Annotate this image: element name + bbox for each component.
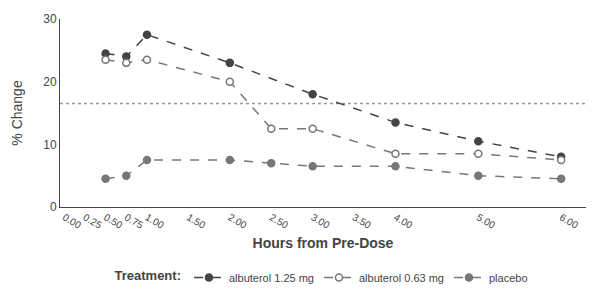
svg-text:Treatment:: Treatment: bbox=[115, 268, 181, 283]
svg-text:6.00: 6.00 bbox=[558, 212, 581, 231]
svg-text:10: 10 bbox=[43, 138, 57, 152]
svg-text:albuterol 0.63 mg: albuterol 0.63 mg bbox=[359, 272, 444, 284]
svg-text:0: 0 bbox=[50, 200, 57, 214]
svg-text:1.50: 1.50 bbox=[185, 212, 208, 231]
svg-text:% Change: % Change bbox=[9, 80, 25, 146]
svg-text:0.25: 0.25 bbox=[81, 212, 104, 231]
svg-text:2.00: 2.00 bbox=[226, 212, 249, 231]
svg-text:0.75: 0.75 bbox=[123, 212, 146, 231]
svg-text:30: 30 bbox=[43, 12, 57, 26]
svg-text:1.00: 1.00 bbox=[143, 212, 166, 231]
svg-text:2.50: 2.50 bbox=[268, 212, 291, 231]
svg-text:5.00: 5.00 bbox=[475, 212, 498, 231]
svg-text:3.50: 3.50 bbox=[351, 212, 374, 231]
svg-text:Hours from Pre-Dose: Hours from Pre-Dose bbox=[253, 235, 394, 251]
svg-text:4.00: 4.00 bbox=[392, 212, 415, 231]
svg-text:3.00: 3.00 bbox=[309, 212, 332, 231]
svg-text:0.00: 0.00 bbox=[61, 212, 84, 231]
svg-text:albuterol 1.25 mg: albuterol 1.25 mg bbox=[229, 272, 314, 284]
svg-text:placebo: placebo bbox=[489, 272, 528, 284]
svg-text:20: 20 bbox=[43, 75, 57, 89]
svg-text:0.50: 0.50 bbox=[102, 212, 125, 231]
